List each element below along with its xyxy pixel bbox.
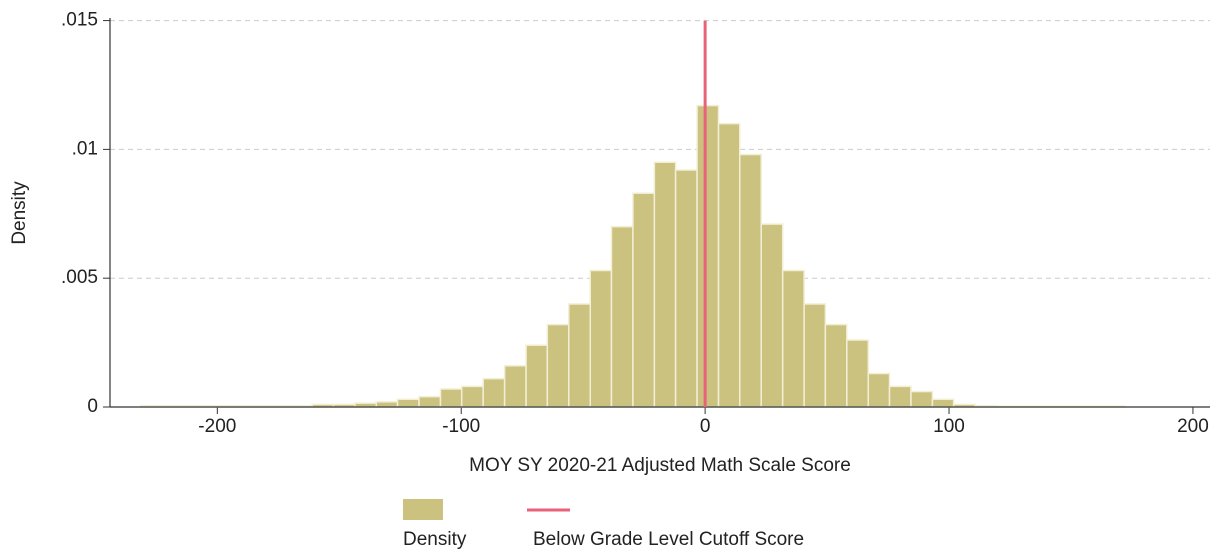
bar bbox=[482, 377, 506, 408]
x-tick-label: -200 bbox=[198, 416, 236, 437]
bar bbox=[568, 303, 591, 408]
bar bbox=[824, 323, 848, 408]
bar bbox=[525, 344, 549, 408]
bar bbox=[503, 365, 527, 408]
y-axis-label: Density bbox=[9, 181, 30, 245]
bar bbox=[674, 169, 698, 408]
x-tick-label: 200 bbox=[1177, 416, 1209, 437]
legend-swatch bbox=[403, 499, 443, 520]
bar bbox=[717, 122, 741, 408]
x-axis-label: MOY SY 2020-21 Adjusted Math Scale Score bbox=[469, 455, 851, 476]
bar bbox=[696, 104, 720, 408]
bar bbox=[888, 385, 912, 408]
bar bbox=[632, 192, 656, 408]
bar bbox=[910, 390, 934, 408]
x-tick-label: 0 bbox=[700, 416, 711, 437]
bar bbox=[781, 269, 805, 408]
bar bbox=[439, 388, 463, 408]
bar bbox=[460, 385, 484, 408]
y-tick-label: .005 bbox=[61, 267, 98, 288]
bar bbox=[610, 225, 634, 408]
bar bbox=[760, 223, 784, 408]
legend-label: Below Grade Level Cutoff Score bbox=[533, 529, 804, 550]
bar bbox=[739, 153, 762, 408]
bar bbox=[653, 161, 677, 408]
y-tick-label: 0 bbox=[87, 396, 98, 417]
bar bbox=[846, 339, 870, 408]
bar bbox=[867, 372, 891, 408]
bar bbox=[375, 401, 399, 408]
bar bbox=[931, 398, 955, 408]
bar bbox=[396, 398, 420, 408]
bar bbox=[546, 323, 570, 408]
x-tick-label: -100 bbox=[442, 416, 480, 437]
bar bbox=[803, 303, 827, 408]
legend-label: Density bbox=[403, 529, 467, 550]
y-tick-label: .015 bbox=[61, 10, 98, 31]
bar bbox=[418, 395, 442, 408]
bar bbox=[589, 269, 613, 408]
y-tick-label: .01 bbox=[72, 138, 98, 159]
x-tick-label: 100 bbox=[933, 416, 965, 437]
